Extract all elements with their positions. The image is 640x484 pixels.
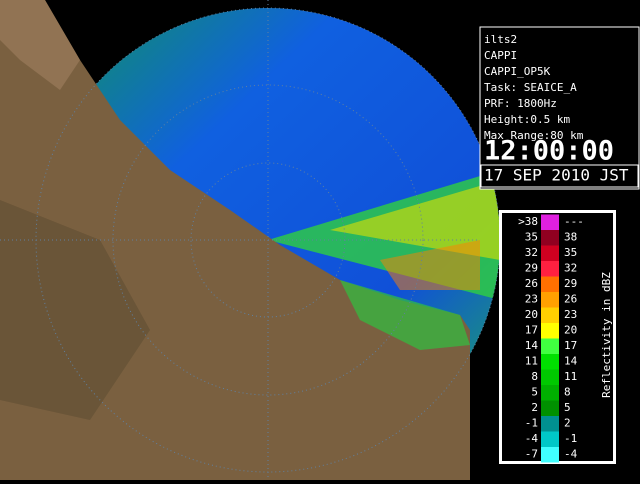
legend-swatch — [541, 385, 559, 401]
legend-high: 26 — [564, 293, 577, 306]
legend-high: 20 — [564, 324, 577, 337]
legend-high: 35 — [564, 246, 577, 259]
legend-low: 26 — [525, 277, 538, 290]
info-line: ilts2 — [484, 33, 517, 46]
legend-swatch — [541, 261, 559, 277]
coastal-echo — [340, 280, 470, 350]
legend-high: --- — [564, 215, 584, 228]
legend-low: 32 — [525, 246, 538, 259]
legend-swatch — [541, 276, 559, 292]
legend-swatch — [541, 416, 559, 432]
legend-swatch — [541, 354, 559, 370]
info-line: CAPPI_OP5K — [484, 65, 551, 78]
legend-low: 35 — [525, 231, 538, 244]
terrain — [0, 0, 80, 90]
legend-high: 29 — [564, 277, 577, 290]
info-line: Max Range:80 km — [484, 129, 584, 142]
legend-low: 29 — [525, 262, 538, 275]
legend-swatch — [541, 230, 559, 246]
info-panel — [479, 26, 640, 190]
legend-low: -1 — [525, 417, 538, 430]
legend-swatch — [541, 400, 559, 416]
legend-low: 8 — [531, 370, 538, 383]
legend-high: 17 — [564, 339, 577, 352]
legend-high: -1 — [564, 432, 577, 445]
info-text: ilts2 CAPPI CAPPI_OP5K Task: SEAICE_A PRF: 1… — [484, 33, 584, 142]
info-line: Height:0.5 km — [484, 113, 570, 126]
legend-high: 11 — [564, 370, 577, 383]
legend-high: 32 — [564, 262, 577, 275]
legend-low: 2 — [531, 401, 538, 414]
legend: >38 --- 35 38 32 35 29 32 26 29 23 26 20 23 17 20 14 17 11… — [518, 214, 584, 463]
date-box — [480, 164, 639, 188]
legend-low: 11 — [525, 355, 538, 368]
terrain — [0, 200, 150, 420]
legend-swatch — [541, 292, 559, 308]
legend-low: 23 — [525, 293, 538, 306]
legend-high: 2 — [564, 417, 571, 430]
legend-title: Reflectivity in dBZ — [600, 272, 613, 398]
legend-low: -7 — [525, 448, 538, 461]
legend-low: -4 — [525, 432, 539, 445]
legend-swatch — [541, 431, 559, 447]
legend-high: 38 — [564, 231, 577, 244]
legend-swatch — [541, 447, 559, 463]
legend-low: 14 — [525, 339, 539, 352]
legend-swatch — [541, 338, 559, 354]
legend-high: 14 — [564, 355, 578, 368]
info-line: CAPPI — [484, 49, 517, 62]
legend-low: >38 — [518, 215, 538, 228]
time: 12:00:00 — [484, 136, 614, 167]
info-line: PRF: 1800Hz — [484, 97, 557, 110]
legend-swatch — [541, 214, 559, 230]
legend-high: -4 — [564, 448, 578, 461]
legend-low: 17 — [525, 324, 538, 337]
info-line: Task: SEAICE_A — [484, 81, 577, 94]
legend-swatch — [541, 307, 559, 323]
legend-high: 8 — [564, 386, 571, 399]
legend-high: 23 — [564, 308, 577, 321]
legend-low: 20 — [525, 308, 538, 321]
legend-swatch — [541, 323, 559, 339]
legend-swatch — [541, 369, 559, 385]
date: 17 SEP 2010 JST — [484, 166, 629, 185]
legend-low: 5 — [531, 386, 538, 399]
legend-swatch — [541, 245, 559, 261]
legend-high: 5 — [564, 401, 571, 414]
